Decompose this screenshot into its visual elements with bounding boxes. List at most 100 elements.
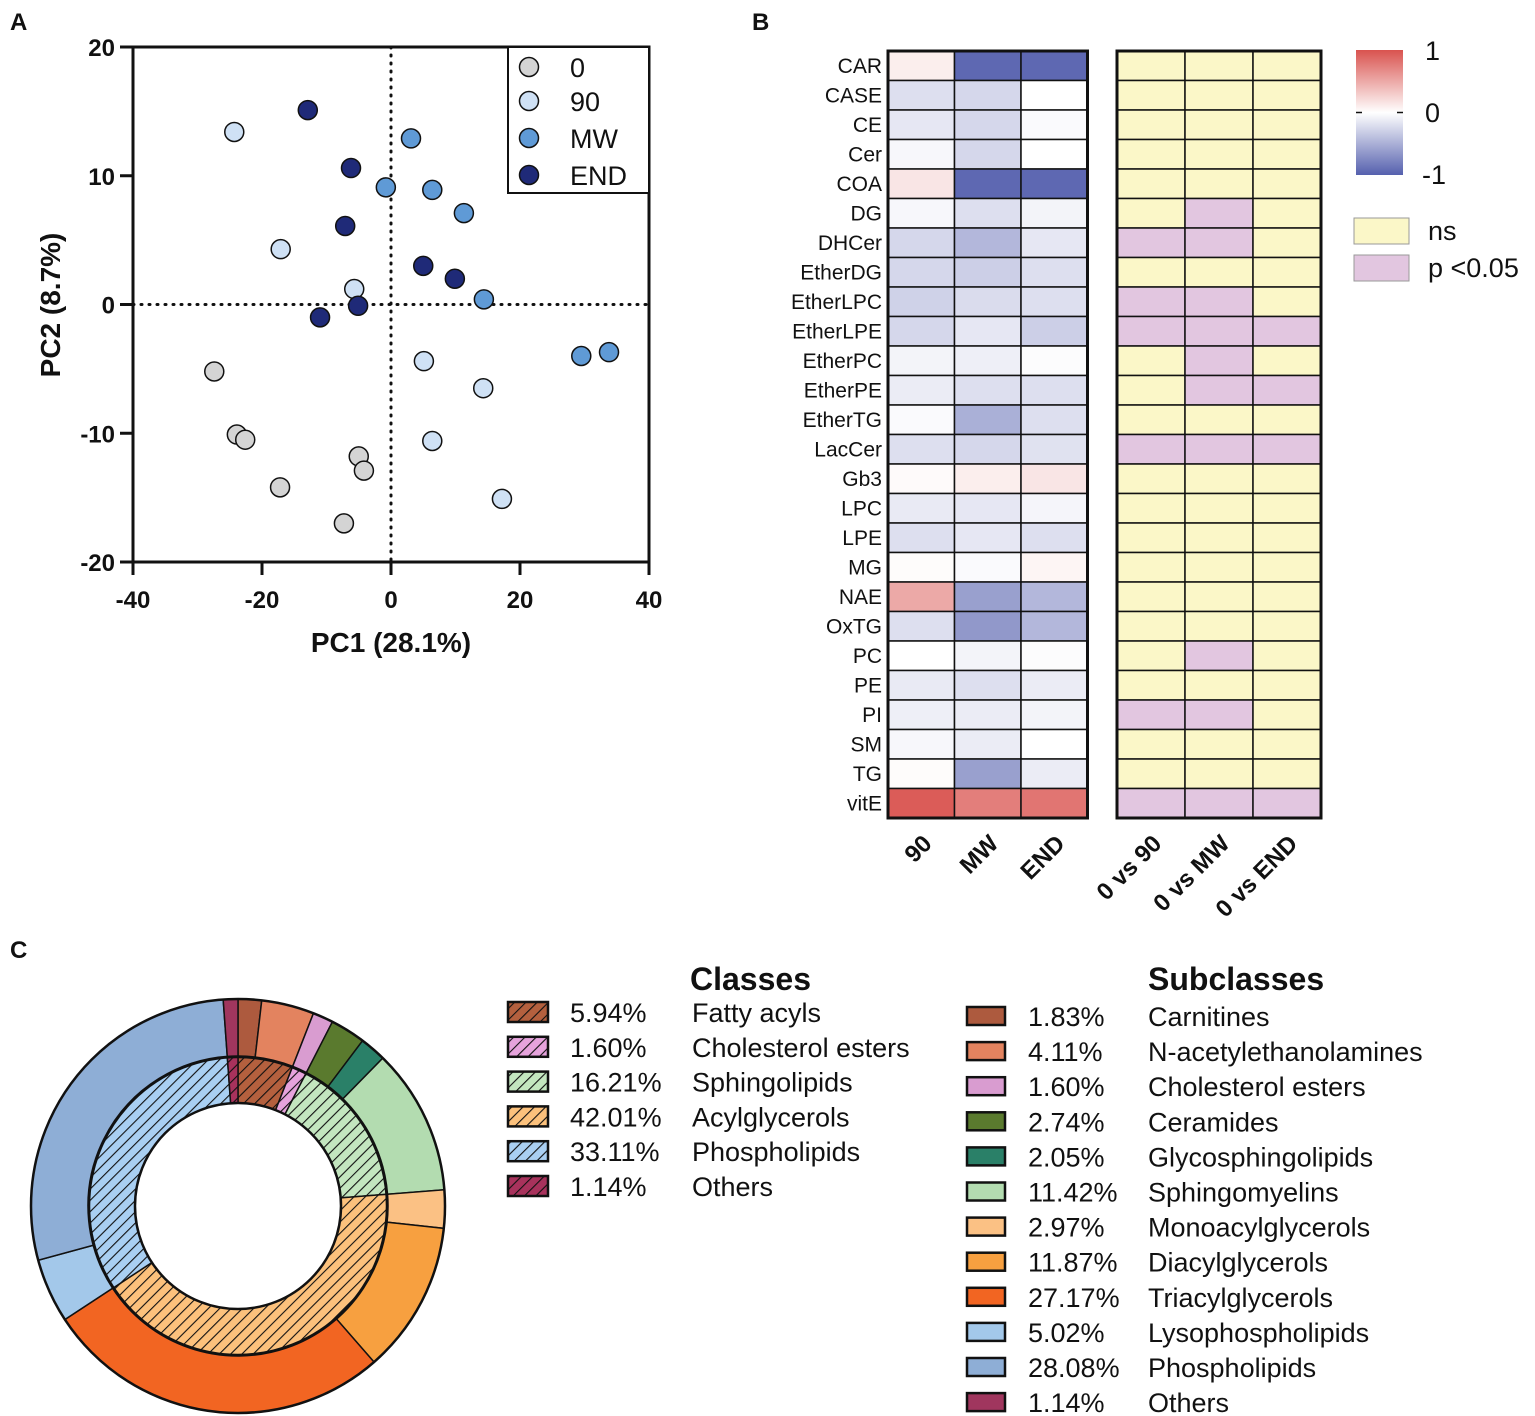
column-label: 90: [900, 830, 938, 868]
legend-marker: [518, 56, 540, 78]
heatmap-cell: [1020, 256, 1089, 288]
heatmap-cell: [887, 286, 956, 318]
significance-cell: [1184, 433, 1254, 465]
heatmap-cell: [887, 551, 956, 583]
subclass-legend-label: Glycosphingolipids: [1148, 1142, 1373, 1172]
significance-legend-swatch: [1353, 254, 1410, 282]
significance-cell: [1184, 286, 1254, 318]
class-legend-swatch: [506, 1174, 550, 1198]
heatmap-cell: [953, 256, 1022, 288]
heatmap-cell: [953, 699, 1022, 731]
data-point-end: [340, 157, 362, 179]
heatmap-cell: [887, 581, 956, 613]
significance-cell: [1116, 315, 1186, 347]
significance-cell: [1252, 315, 1322, 347]
heatmap-cell: [953, 581, 1022, 613]
heatmap-cell: [1020, 138, 1089, 170]
heatmap-cell: [887, 50, 956, 82]
data-point-mw: [453, 202, 475, 224]
row-label: CE: [853, 114, 882, 137]
significance-cell: [1184, 227, 1254, 259]
subclass-legend-label: Others: [1148, 1388, 1229, 1416]
heatmap-cell: [1020, 168, 1089, 200]
subclass-legend-label: Cholesterol esters: [1148, 1072, 1366, 1102]
heatmap-cell: [953, 551, 1022, 583]
significance-cell: [1184, 315, 1254, 347]
significance-cell: [1184, 404, 1254, 436]
class-legend-label: Others: [692, 1172, 773, 1202]
heatmap-cell: [1020, 581, 1089, 613]
subclass-legend-pct: 4.11%: [1028, 1037, 1103, 1067]
subclasses-legend-title: Subclasses: [1148, 961, 1324, 997]
significance-cell: [1184, 581, 1254, 613]
row-label: EtherPE: [804, 379, 882, 402]
subclass-legend-label: Triacylglycerols: [1148, 1283, 1333, 1313]
heatmap-cell: [887, 492, 956, 524]
significance-legend-swatch: [1353, 217, 1410, 245]
significance-cell: [1184, 79, 1254, 111]
row-label: OxTG: [826, 615, 882, 638]
significance-cell: [1116, 345, 1186, 377]
subclass-legend-swatch: [965, 1146, 1007, 1167]
heatmap-cell: [887, 758, 956, 790]
x-tick-label: -40: [116, 587, 151, 614]
x-tick-label: 20: [507, 587, 534, 614]
subclass-legend-pct: 2.97%: [1028, 1213, 1105, 1243]
heatmap-cell: [953, 345, 1022, 377]
heatmap-cell: [953, 50, 1022, 82]
data-point-90: [413, 350, 435, 372]
row-label: DG: [851, 202, 883, 225]
heatmap-cell: [1020, 610, 1089, 642]
significance-cell: [1252, 699, 1322, 731]
significance-cell: [1252, 286, 1322, 318]
significance-cell: [1116, 286, 1186, 318]
heatmap-cell: [887, 109, 956, 141]
heatmap-cell: [1020, 699, 1089, 731]
subclass-legend-label: Lysophospholipids: [1148, 1318, 1369, 1348]
row-label: NAE: [839, 586, 882, 609]
heatmap-cell: [887, 463, 956, 495]
significance-cell: [1184, 168, 1254, 200]
legend-label: 0: [570, 53, 585, 83]
data-point-90: [343, 278, 365, 300]
significance-cell: [1116, 404, 1186, 436]
heatmap-cell: [887, 699, 956, 731]
y-axis-title: PC2 (8.7%): [35, 233, 66, 378]
class-legend-pct: 5.94%: [570, 998, 647, 1028]
significance-cell: [1116, 109, 1186, 141]
significance-cell: [1184, 640, 1254, 672]
significance-cell: [1116, 374, 1186, 406]
y-tick-label: -20: [80, 550, 115, 577]
heatmap-cell: [1020, 315, 1089, 347]
heatmap-cell: [887, 227, 956, 259]
y-tick-label: 10: [88, 164, 115, 191]
significance-cell: [1252, 50, 1322, 82]
heatmap-cell: [887, 345, 956, 377]
row-label: CAR: [838, 55, 882, 78]
significance-cell: [1184, 109, 1254, 141]
significance-cell: [1252, 374, 1322, 406]
data-point-90: [270, 238, 291, 260]
heatmap-cell: [953, 197, 1022, 229]
subclass-legend-label: Diacylglycerols: [1148, 1248, 1328, 1278]
heatmap-cell: [1020, 463, 1089, 495]
subclass-legend-swatch: [965, 1181, 1007, 1202]
data-point-90: [491, 488, 513, 510]
subclass-legend-pct: 5.02%: [1028, 1318, 1105, 1348]
column-label: MW: [955, 830, 1004, 879]
heatmap-cell: [1020, 522, 1089, 554]
heatmap-cell: [1020, 227, 1089, 259]
heatmap-cell: [887, 640, 956, 672]
subclass-legend-label: Carnitines: [1148, 1002, 1270, 1032]
subclass-legend-pct: 1.60%: [1028, 1072, 1105, 1102]
mid-ring-border: [87, 1055, 389, 1357]
significance-cell: [1184, 669, 1254, 701]
legend-marker: [518, 127, 540, 149]
row-label: vitE: [847, 792, 882, 815]
heatmap-cell: [887, 168, 956, 200]
significance-cell: [1252, 669, 1322, 701]
significance-cell: [1116, 728, 1186, 760]
class-legend-swatch: [506, 1000, 550, 1024]
class-legend-label: Fatty acyls: [692, 998, 821, 1028]
significance-cell: [1116, 551, 1186, 583]
